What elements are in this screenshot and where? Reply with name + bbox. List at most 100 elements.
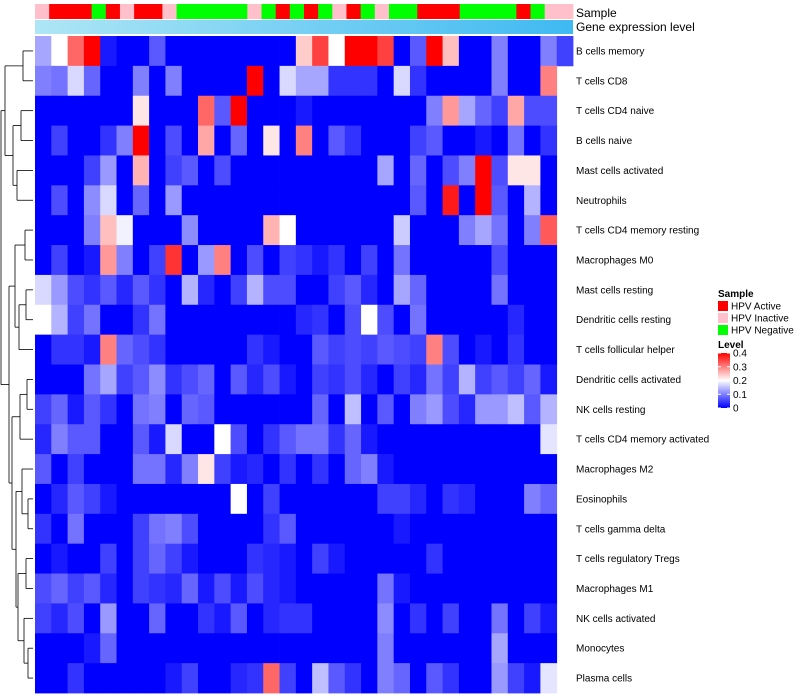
heatmap-cell — [409, 394, 427, 425]
heatmap-cell — [263, 513, 280, 545]
heatmap-cell — [132, 633, 150, 664]
heatmap-cell — [230, 274, 248, 306]
heatmap-cell — [426, 364, 443, 395]
heatmap-cell — [377, 36, 395, 67]
heatmap-cell — [377, 334, 395, 365]
heatmap-cell — [458, 274, 476, 306]
heatmap-cell — [165, 155, 183, 186]
row-label: B cells memory — [576, 46, 644, 57]
heatmap-cell — [67, 633, 85, 664]
heatmap-cell — [312, 394, 329, 425]
sample-annotation-cell — [275, 4, 291, 19]
row-label: Mast cells activated — [576, 166, 663, 177]
heatmap-cell — [51, 304, 68, 336]
heatmap-cell — [458, 245, 476, 276]
heatmap-cell — [409, 454, 427, 485]
heatmap-cell — [328, 364, 346, 395]
heatmap-cell — [51, 155, 68, 186]
heatmap-cell — [279, 125, 297, 156]
legend: Sample HPV Active HPV Inactive HPV Negat… — [718, 289, 794, 415]
heatmap-cell — [361, 155, 378, 186]
heatmap-cell — [377, 424, 395, 455]
heatmap-cell — [344, 95, 362, 126]
heatmap-cell — [246, 633, 264, 664]
heatmap-cell — [442, 65, 460, 97]
heatmap-cell — [35, 215, 52, 246]
sample-annotation-cell — [63, 4, 78, 19]
heatmap-cell — [442, 424, 460, 455]
heatmap-cell — [181, 364, 199, 395]
heatmap-cell — [116, 424, 134, 455]
heatmap-cell — [458, 125, 476, 156]
sample-annotation-cell — [204, 4, 220, 19]
heatmap-cell — [426, 513, 443, 545]
heatmap-cell — [263, 95, 280, 126]
heatmap-cell — [51, 125, 68, 156]
sample-annotation-cell — [247, 4, 262, 19]
heatmap-cell — [507, 95, 525, 126]
heatmap-cell — [295, 215, 313, 246]
sample-annotation-cell — [332, 4, 347, 19]
heatmap-cell — [328, 125, 346, 156]
heatmap-cell — [312, 245, 329, 276]
heatmap-cell — [132, 424, 150, 455]
heatmap-cell — [475, 245, 492, 276]
row-label: T cells gamma delta — [576, 524, 666, 535]
heatmap-cell — [524, 95, 541, 126]
heatmap-cell — [442, 334, 460, 365]
heatmap-cell — [100, 215, 117, 246]
heatmap-cell — [524, 633, 541, 664]
heatmap-cell — [165, 573, 183, 604]
heatmap-cell — [491, 573, 509, 604]
row-label: Monocytes — [576, 644, 624, 655]
heatmap-cell — [312, 125, 329, 156]
heatmap-cell — [83, 304, 101, 336]
heatmap-cell — [393, 424, 411, 455]
heatmap-cell — [165, 274, 183, 306]
heatmap-cell — [35, 663, 52, 694]
heatmap-cell — [132, 483, 150, 515]
heatmap-cell — [491, 274, 509, 306]
heatmap-cell — [83, 215, 101, 246]
heatmap-cell — [100, 663, 117, 694]
heatmap-cell — [214, 424, 232, 455]
heatmap-cell — [198, 633, 215, 664]
heatmap-cell — [214, 663, 232, 694]
heatmap-cell — [83, 245, 101, 276]
heatmap-cell — [214, 394, 232, 425]
heatmap-cell — [475, 424, 492, 455]
heatmap-cell — [230, 573, 248, 604]
heatmap-cell — [214, 185, 232, 216]
heatmap-cell — [116, 185, 134, 216]
heatmap-cell — [165, 304, 183, 336]
heatmap-cell — [426, 215, 443, 246]
heatmap-cell — [409, 483, 427, 515]
heatmap-cell — [214, 633, 232, 664]
heatmap-cell — [475, 483, 492, 515]
heatmap-cell — [524, 663, 541, 694]
heatmap-cell — [263, 155, 280, 186]
heatmap-cell — [312, 454, 329, 485]
heatmap-cell — [116, 454, 134, 485]
heatmap-cell — [198, 155, 215, 186]
heatmap-cell — [198, 573, 215, 604]
heatmap-cell — [409, 543, 427, 574]
heatmap-cell — [295, 394, 313, 425]
heatmap-cell — [214, 304, 232, 336]
heatmap-cell — [540, 185, 558, 216]
heatmap-cell — [263, 454, 280, 485]
heatmap-cell — [426, 95, 443, 126]
heatmap-cell — [344, 185, 362, 216]
heatmap-cell — [279, 603, 297, 634]
heatmap-cell — [312, 483, 329, 515]
heatmap-cell — [198, 513, 215, 545]
heatmap-cell — [491, 95, 509, 126]
heatmap-cell — [344, 334, 362, 365]
heatmap-cell — [361, 125, 378, 156]
heatmap-cell — [198, 95, 215, 126]
heatmap-cell — [116, 543, 134, 574]
heatmap-cell — [230, 245, 248, 276]
level-tick-label: 0.2 — [733, 376, 747, 387]
heatmap-cell — [312, 65, 329, 97]
heatmap-cell — [377, 304, 395, 336]
